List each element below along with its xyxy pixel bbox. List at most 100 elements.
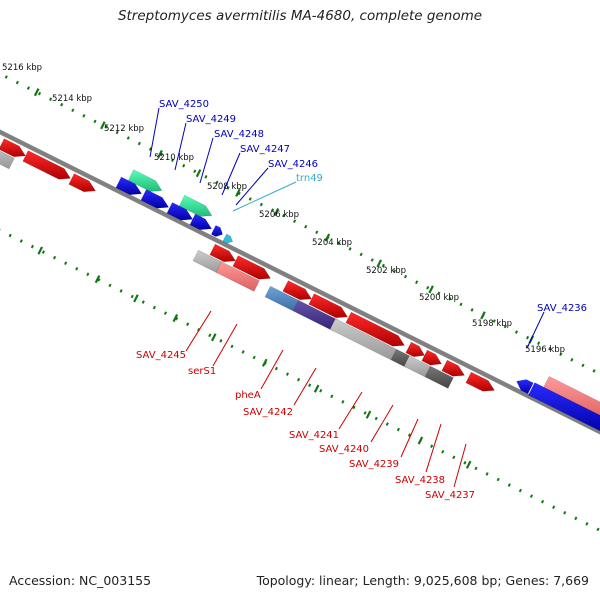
ruler-label: 5198 kbp xyxy=(472,319,512,329)
lower-tick xyxy=(37,246,44,255)
reverse-feature-grey xyxy=(0,150,15,170)
leader-line xyxy=(400,418,419,458)
forward-feature-pink xyxy=(542,375,600,418)
ruler-label: 5216 kbp xyxy=(2,63,42,73)
lower-tick xyxy=(365,410,372,419)
trna-feature xyxy=(222,233,234,244)
ruler-label: 5214 kbp xyxy=(52,94,92,104)
gene-label-sav-4240: SAV_4240 xyxy=(319,444,369,455)
forward-cds xyxy=(189,213,213,231)
leader-line xyxy=(212,323,238,367)
upper-tick xyxy=(33,88,40,97)
gene-label-sav-4242: SAV_4242 xyxy=(243,407,293,418)
gene-label-sav-4250: SAV_4250 xyxy=(159,99,209,110)
reverse-cds xyxy=(68,173,97,193)
gene-label-sav-4246: SAV_4246 xyxy=(268,159,318,170)
upper-tick xyxy=(324,233,331,242)
upper-tick xyxy=(480,311,486,320)
genome-summary-text: Topology: linear; Length: 9,025,608 bp; … xyxy=(256,573,589,588)
gene-label-sav-4248: SAV_4248 xyxy=(214,129,264,140)
gene-label-sav-4239: SAV_4239 xyxy=(349,459,399,470)
leader-line xyxy=(370,404,394,443)
gene-label-phea: pheA xyxy=(235,390,261,401)
backbone-layer xyxy=(0,129,600,435)
reverse-cds xyxy=(345,311,406,347)
lower-tick xyxy=(465,460,472,469)
gene-label-sav-4247: SAV_4247 xyxy=(240,144,290,155)
upper-tick xyxy=(273,207,280,217)
leader-line xyxy=(232,181,297,212)
leader-line xyxy=(149,107,160,158)
map-title: Streptomyces avermitilis MA-4680, comple… xyxy=(117,8,483,24)
trna-label-trn49: trn49 xyxy=(296,173,323,184)
feature-layer xyxy=(0,138,600,432)
upper-tick xyxy=(376,259,383,268)
reverse-feature-pink xyxy=(215,261,260,292)
leader-line xyxy=(293,367,317,406)
ruler-label: 5206 kbp xyxy=(259,210,299,220)
reverse-cds xyxy=(0,138,27,158)
reverse-cds xyxy=(465,371,496,392)
upper-tick xyxy=(195,169,202,178)
ruler-label: 5210 kbp xyxy=(154,153,194,163)
lower-tick xyxy=(133,294,139,303)
ruler-label: 5202 kbp xyxy=(366,266,406,276)
upper-ruler-track xyxy=(4,75,600,376)
leader-line xyxy=(221,152,241,196)
reverse-cds xyxy=(421,349,443,366)
forward-cds xyxy=(166,202,194,221)
lower-tick xyxy=(210,333,217,342)
upper-tick xyxy=(235,188,241,197)
reverse-cds xyxy=(405,341,425,358)
forward-feature-teal xyxy=(127,169,163,192)
lower-tick xyxy=(417,436,424,445)
upper-tick xyxy=(157,149,163,158)
lower-ruler-track xyxy=(0,228,600,533)
upper-tick xyxy=(428,285,434,294)
gene-label-sav-4241: SAV_4241 xyxy=(289,430,339,441)
leader-line xyxy=(260,349,284,390)
ruler-label: 5204 kbp xyxy=(312,238,352,248)
reverse-cds xyxy=(22,150,72,180)
forward-feature-teal xyxy=(178,194,213,217)
lower-tick xyxy=(261,358,268,367)
ruler-label: 5200 kbp xyxy=(419,293,459,303)
label-layer: SAV_4250 SAV_4249 SAV_4248 SAV_4247 SAV_4246… xyxy=(136,99,587,501)
leader-line xyxy=(235,167,269,206)
upper-tick xyxy=(100,121,106,130)
lower-tick xyxy=(172,313,179,323)
gene-label-sav-4238: SAV_4238 xyxy=(395,475,445,486)
gene-label-sav-4249: SAV_4249 xyxy=(186,114,236,125)
forward-cds xyxy=(115,176,143,196)
gene-label-sers1: serS1 xyxy=(188,366,216,377)
genome-backbone xyxy=(0,129,600,435)
lower-tick xyxy=(94,275,101,284)
gene-label-sav-4236: SAV_4236 xyxy=(537,303,587,314)
forward-cds xyxy=(516,379,534,395)
ruler-label: 5212 kbp xyxy=(104,124,144,134)
forward-cds-small xyxy=(210,225,223,237)
ruler-layer: 5216 kbp 5214 kbp 5212 kbp 5210 kbp 5208 kbp… xyxy=(0,63,600,533)
reverse-cds xyxy=(308,293,349,319)
leader-line xyxy=(338,391,363,430)
leader-line xyxy=(425,423,442,473)
reverse-cds xyxy=(209,243,237,263)
ruler-label: 5208 kbp xyxy=(207,182,247,192)
leader-line xyxy=(199,137,214,184)
gene-label-sav-4245: SAV_4245 xyxy=(136,350,186,361)
leader-line xyxy=(453,443,467,488)
leader-line xyxy=(185,310,212,352)
gene-label-sav-4237: SAV_4237 xyxy=(425,490,475,501)
forward-cds xyxy=(140,189,170,209)
forward-cds xyxy=(527,382,600,432)
reverse-cds xyxy=(232,255,272,280)
ruler-label: 5196 kbp xyxy=(525,345,565,355)
accession-text: Accession: NC_003155 xyxy=(9,573,152,588)
leader-layer xyxy=(149,107,545,488)
lower-tick xyxy=(313,384,320,393)
reverse-cds xyxy=(441,359,466,377)
leader-line xyxy=(174,122,187,171)
reverse-cds xyxy=(282,280,313,301)
